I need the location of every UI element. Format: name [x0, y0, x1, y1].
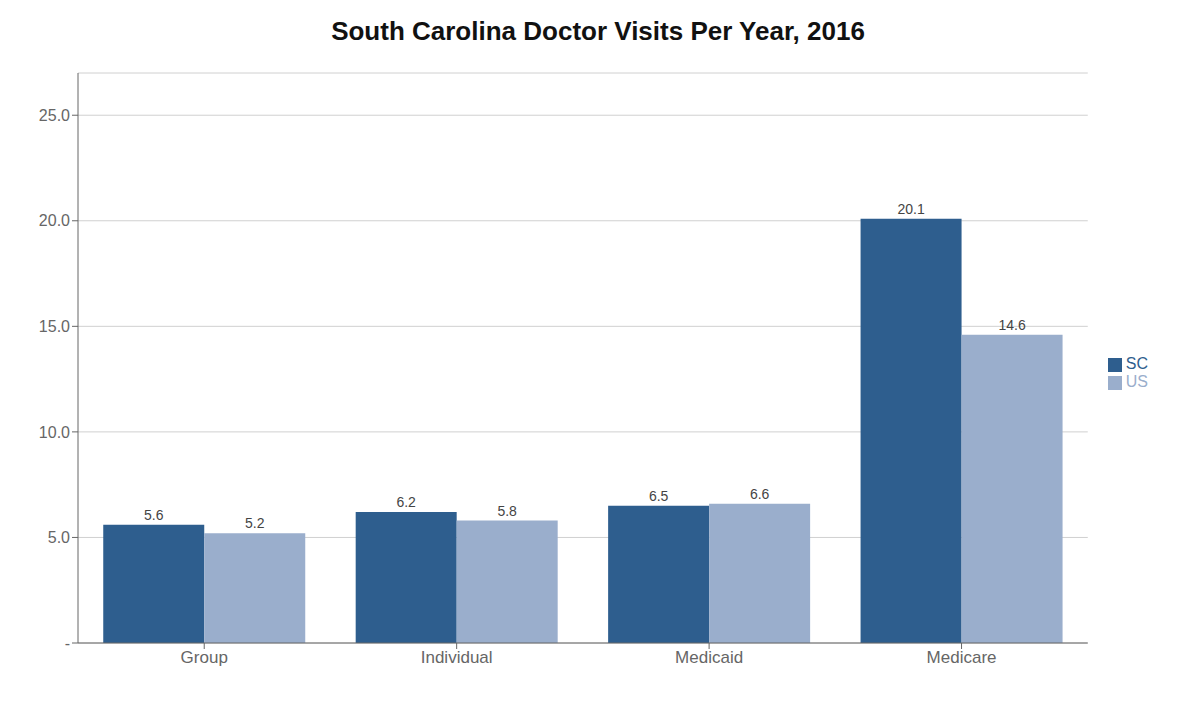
- svg-text:Group: Group: [181, 648, 228, 667]
- svg-text:25.0: 25.0: [39, 107, 70, 124]
- svg-text:5.2: 5.2: [245, 515, 265, 531]
- svg-text:15.0: 15.0: [39, 318, 70, 335]
- svg-text:Individual: Individual: [421, 648, 493, 667]
- svg-text:14.6: 14.6: [998, 317, 1025, 333]
- html-text:US: US: [1125, 373, 1148, 390]
- svg-text:-: -: [65, 635, 70, 652]
- svg-text:Medicare: Medicare: [927, 648, 997, 667]
- html-text:South Carolina Doctor Visits P: South Carolina Doctor Visits Per Year, 2…: [331, 16, 865, 46]
- svg-text:5.8: 5.8: [497, 503, 517, 519]
- svg-text:10.0: 10.0: [39, 424, 70, 441]
- svg-text:Medicaid: Medicaid: [675, 648, 743, 667]
- svg-text:6.6: 6.6: [750, 486, 770, 502]
- svg-text:5.0: 5.0: [48, 529, 70, 546]
- svg-text:5.6: 5.6: [144, 507, 164, 523]
- svg-text:20.0: 20.0: [39, 212, 70, 229]
- svg-text:6.2: 6.2: [396, 494, 416, 510]
- svg-text:6.5: 6.5: [649, 488, 669, 504]
- svg-text:20.1: 20.1: [897, 201, 924, 217]
- html-text:SC: SC: [1125, 355, 1148, 372]
